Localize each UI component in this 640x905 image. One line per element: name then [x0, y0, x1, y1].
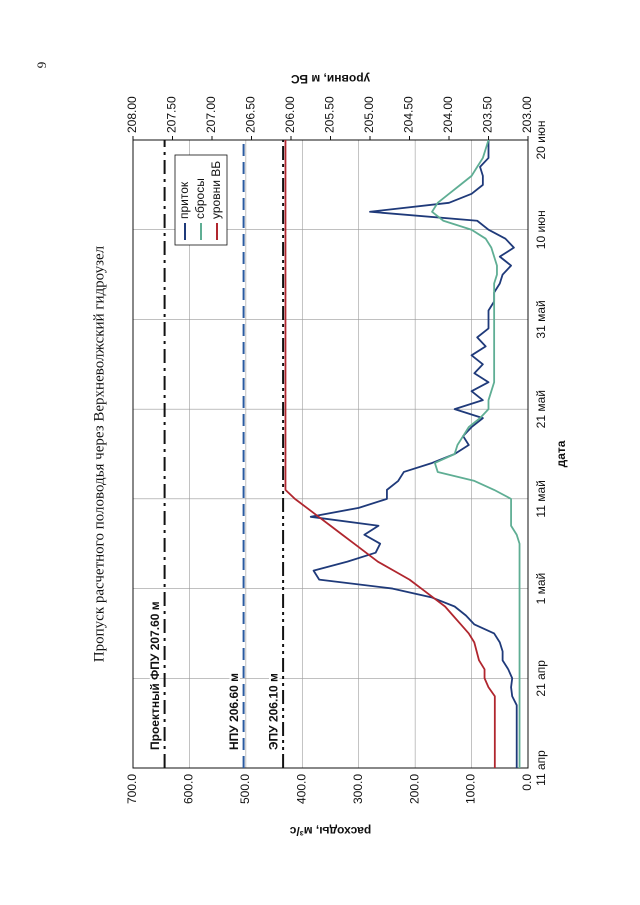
legend-box: [174, 154, 228, 246]
y-tick-label: 200.0: [407, 774, 421, 804]
y-tick-label: 100.0: [464, 774, 478, 804]
y-tick-label: 500.0: [238, 774, 252, 804]
rotated-chart: 9 Пропуск расчетного половодья через Вер…: [34, 62, 568, 838]
legend-label: уровни ВБ: [209, 161, 223, 219]
y2-tick-label: 203.50: [481, 96, 495, 133]
x-tick-label: 1 май: [534, 573, 548, 605]
legend-label: сбросы: [193, 178, 207, 219]
x-tick-label: 21 май: [534, 390, 548, 428]
y2-tick-label: 205.00: [362, 96, 376, 133]
page-number: 9: [34, 62, 49, 69]
y2-tick-label: 205.50: [323, 96, 337, 133]
y2-tick-label: 206.50: [244, 96, 258, 133]
y2-tick-label: 204.00: [441, 96, 455, 133]
y2-tick-label: 206.00: [283, 96, 297, 133]
y-tick-label: 300.0: [351, 774, 365, 804]
y2-tick-label: 204.50: [402, 96, 416, 133]
x-axis-label: дата: [554, 440, 568, 467]
plot-frame: [132, 139, 529, 769]
y-tick-label: 600.0: [182, 774, 196, 804]
x-tick-label: 11 май: [534, 480, 548, 517]
y2-tick-label: 203.00: [520, 96, 534, 133]
legend-label: приток: [177, 181, 191, 219]
y-tick-label: 0.0: [520, 774, 534, 791]
series-line: [309, 140, 518, 768]
y2-axis-label: уровни, м БС: [291, 72, 371, 86]
reference-label: Проектный ФПУ 207.60 м: [148, 601, 162, 750]
chart-title: Пропуск расчетного половодья через Верхн…: [91, 245, 107, 662]
y2-tick-label: 208.00: [125, 96, 139, 133]
y-tick-label: 700.0: [125, 774, 139, 804]
series-line: [284, 140, 496, 768]
x-tick-label: 31 май: [534, 300, 548, 338]
x-tick-label: 11 апр: [534, 750, 548, 786]
reference-label: НПУ 206.60 м: [227, 673, 241, 750]
y2-tick-label: 207.50: [165, 96, 179, 133]
reference-label: ЭПУ 206.10 м: [266, 673, 280, 750]
y2-tick-label: 207.00: [204, 96, 218, 133]
y-axis-label: расходы, м³/с: [289, 824, 371, 838]
x-tick-label: 21 апр: [534, 660, 548, 697]
series-line: [431, 139, 521, 768]
y-tick-label: 400.0: [294, 774, 308, 804]
x-tick-label: 10 июн: [534, 210, 548, 249]
x-tick-label: 20 июн: [534, 120, 548, 159]
